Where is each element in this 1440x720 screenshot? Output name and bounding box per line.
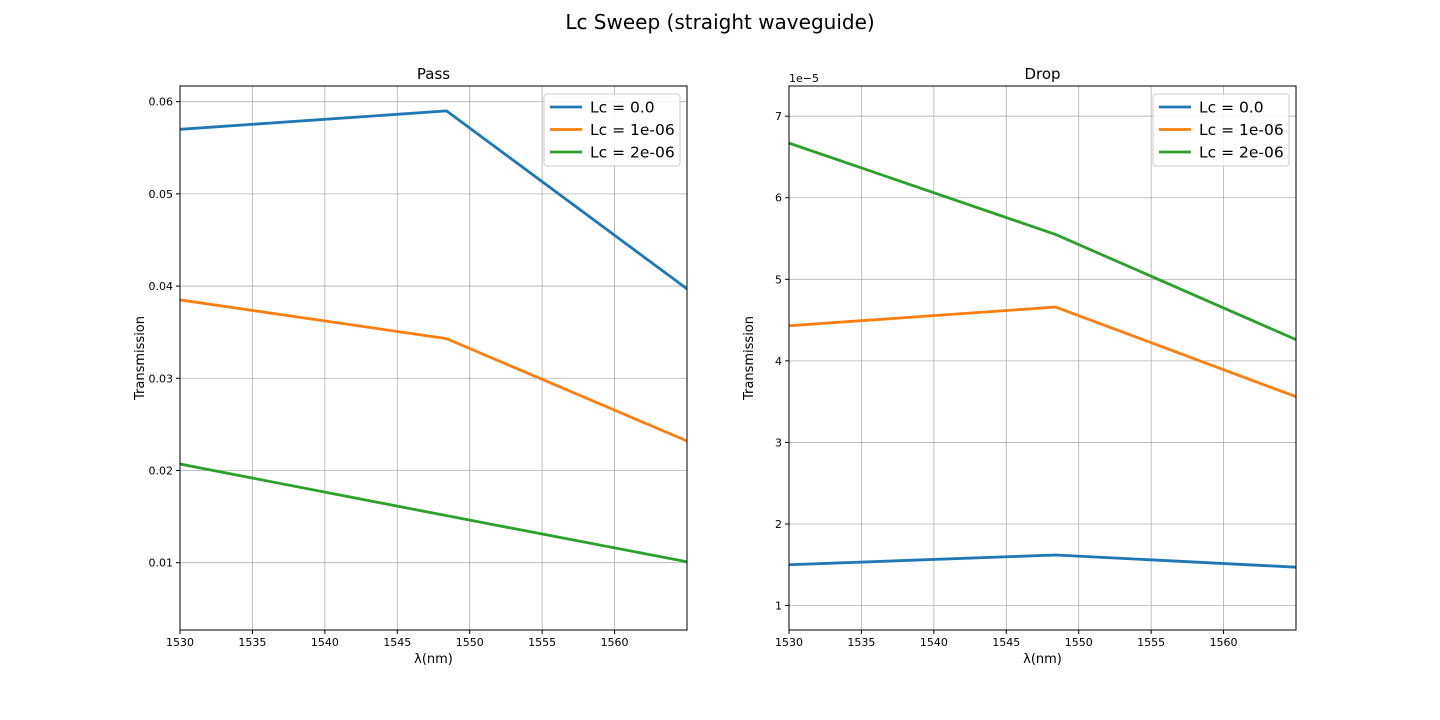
x-tick-label: 1550 [456, 636, 484, 649]
legend-entry: Lc = 2e-06 [590, 144, 675, 162]
series-line [180, 109, 687, 290]
subplot-pass: 1530 1535 1540 1545 1550 1555 1560 0.01 0.02 0.03… [133, 65, 688, 667]
x-tick-label: 1550 [1065, 636, 1093, 649]
figure-title: Lc Sweep (straight waveguide) [565, 10, 875, 34]
y-axis-label: Transmission [133, 316, 148, 401]
x-tick-label: 1540 [920, 636, 948, 649]
series-line [789, 305, 1296, 399]
y-tick-label: 0.03 [149, 372, 174, 385]
y-tick-label: 3 [775, 436, 782, 449]
series-line [789, 141, 1296, 341]
x-tick-label: 1535 [847, 636, 875, 649]
legend-entry: Lc = 0.0 [1199, 99, 1264, 117]
x-tick-label: 1555 [528, 636, 556, 649]
series-line [180, 462, 687, 564]
legend-box [1152, 93, 1290, 167]
legend-entry: Lc = 0.0 [590, 99, 655, 117]
y-tick-label: 0.01 [149, 557, 174, 570]
series-line [789, 553, 1296, 569]
series-line [180, 298, 687, 443]
subplot-title: Pass [417, 65, 450, 83]
legend-box [543, 93, 681, 167]
y-tick-label: 5 [775, 273, 782, 286]
x-tick-label: 1535 [238, 636, 266, 649]
legend-entry: Lc = 2e-06 [1199, 144, 1284, 162]
x-tick-label: 1545 [383, 636, 411, 649]
y-tick-label: 4 [775, 355, 782, 368]
x-axis-label: λ(nm) [414, 652, 453, 667]
y-tick-label: 0.06 [149, 96, 174, 109]
plot-frame [179, 85, 688, 631]
y-offset-label: 1e−5 [789, 72, 819, 85]
x-tick-label: 1530 [775, 636, 803, 649]
legend: Lc = 0.0 Lc = 1e-06 Lc = 2e-06 [543, 93, 681, 167]
y-tick-label: 0.02 [149, 464, 174, 477]
subplot-drop: 1530 1535 1540 1545 1550 1555 1560 1 2 3 4 5 6 7 1e−5 D… [742, 65, 1297, 667]
y-tick-label: 7 [775, 110, 782, 123]
y-tick-label: 2 [775, 518, 782, 531]
x-tick-label: 1545 [992, 636, 1020, 649]
subplot-title: Drop [1024, 65, 1060, 83]
x-tick-label: 1555 [1137, 636, 1165, 649]
legend-entry: Lc = 1e-06 [590, 121, 675, 139]
x-tick-label: 1560 [1210, 636, 1238, 649]
y-tick-label: 0.04 [149, 280, 174, 293]
y-tick-label: 1 [775, 600, 782, 613]
legend-entry: Lc = 1e-06 [1199, 121, 1284, 139]
x-axis-label: λ(nm) [1023, 652, 1062, 667]
legend: Lc = 0.0 Lc = 1e-06 Lc = 2e-06 [1152, 93, 1290, 167]
y-tick-label: 0.05 [149, 188, 174, 201]
x-tick-label: 1560 [601, 636, 629, 649]
y-tick-label: 6 [775, 192, 782, 205]
x-tick-label: 1530 [166, 636, 194, 649]
plot-frame [788, 85, 1297, 631]
x-tick-label: 1540 [311, 636, 339, 649]
y-axis-label: Transmission [742, 316, 757, 401]
